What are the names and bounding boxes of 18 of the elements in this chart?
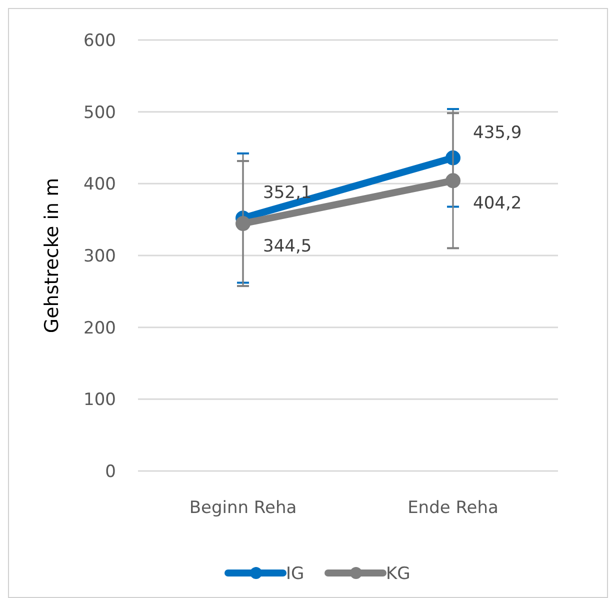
y-tick-label: 200 — [84, 318, 116, 338]
y-axis-title: Gehstrecke in m — [41, 178, 63, 334]
legend-label: IG — [286, 564, 304, 584]
y-tick-label: 300 — [84, 246, 116, 266]
data-label: 352,1 — [263, 183, 312, 204]
point — [236, 216, 250, 232]
legend-label: KG — [386, 564, 410, 584]
data-label: 404,2 — [473, 194, 522, 214]
x-tick-label: Beginn Reha — [189, 498, 297, 518]
y-tick-label: 100 — [84, 390, 116, 410]
point — [446, 173, 460, 188]
y-tick-label: 500 — [84, 102, 116, 123]
x-tick-label: Ende Reha — [408, 498, 498, 518]
data-label: 435,9 — [473, 122, 522, 143]
data-label: 344,5 — [263, 236, 312, 257]
y-tick-label: 400 — [84, 174, 116, 195]
y-tick-label: 0 — [105, 462, 116, 482]
y-tick-label: 600 — [84, 30, 116, 51]
